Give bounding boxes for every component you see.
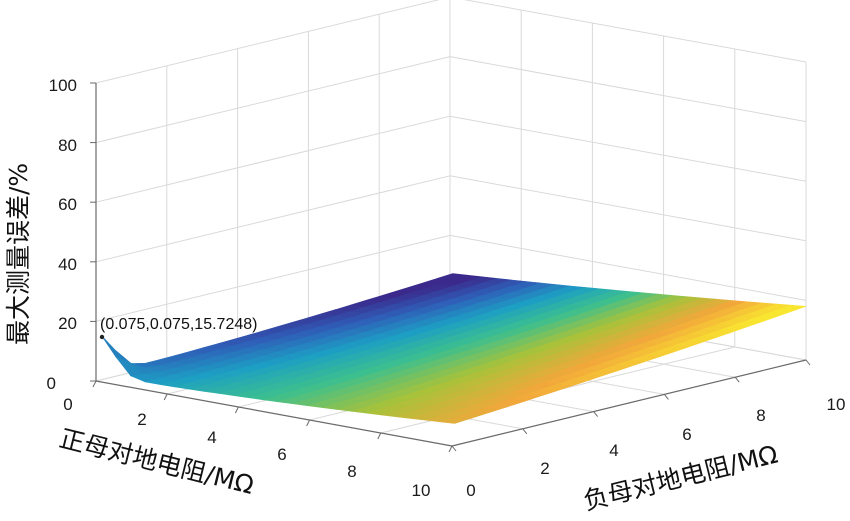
x-axis-label: 正母对地电阻/MΩ <box>57 424 257 500</box>
grid-line <box>95 0 440 84</box>
x-tick-label: 0 <box>63 395 72 414</box>
datatip-marker <box>99 334 105 340</box>
y-axis-ticks: 0 2 4 6 8 10 <box>466 395 845 500</box>
x-axis-line <box>95 380 453 447</box>
y-axis-line <box>451 359 807 447</box>
x-tick-label: 8 <box>347 462 356 481</box>
z-tick-label: 40 <box>58 255 77 274</box>
y-tick-mark <box>805 359 811 366</box>
grid-line <box>463 0 807 63</box>
z-tick-label: 0 <box>47 374 56 393</box>
z-axis-label: 最大测量误差/% <box>4 163 33 345</box>
x-tick-label: 6 <box>277 445 286 464</box>
grid-line <box>95 175 451 263</box>
axes-lines <box>90 82 811 453</box>
y-tick-label: 2 <box>540 459 549 478</box>
x-axis-ticks: 0 2 4 6 8 10 <box>63 395 430 500</box>
grid-line <box>449 115 807 182</box>
y-tick-label: 8 <box>756 406 765 425</box>
y-tick-mark <box>734 376 740 383</box>
datatip-label: (0.075,0.075,15.7248) <box>100 316 257 333</box>
y-tick-label: 6 <box>682 425 691 444</box>
x-tick-mark <box>163 393 168 401</box>
x-tick-mark <box>448 445 453 453</box>
grid-line <box>449 56 807 123</box>
grid-line <box>95 56 451 144</box>
x-tick-label: 10 <box>412 481 431 500</box>
z-tick-label: 100 <box>49 76 77 95</box>
z-tick-label: 80 <box>58 136 77 155</box>
z-tick-label: 20 <box>58 314 77 333</box>
grid-line <box>95 115 451 203</box>
error-surface <box>101 273 807 424</box>
y-tick-mark <box>593 411 598 417</box>
x-tick-label: 2 <box>137 410 146 429</box>
y-tick-label: 4 <box>609 441 618 460</box>
x-tick-mark <box>377 432 382 440</box>
z-axis-ticks: 0 20 40 60 80 100 <box>47 76 77 393</box>
x-tick-mark <box>234 406 239 414</box>
surface-patch <box>439 416 470 424</box>
surface-patch <box>101 335 131 364</box>
x-tick-label: 4 <box>207 428 216 447</box>
grid-line <box>449 234 807 301</box>
y-tick-mark <box>664 394 669 400</box>
x-tick-mark <box>306 419 311 427</box>
y-tick-mark <box>451 445 457 452</box>
y-tick-label: 0 <box>466 481 475 500</box>
y-tick-label: 10 <box>827 395 846 414</box>
grid-line <box>95 234 451 322</box>
x-tick-mark <box>92 380 97 388</box>
y-tick-mark <box>522 428 528 435</box>
grid-line <box>449 175 807 242</box>
z-tick-label: 60 <box>58 195 77 214</box>
